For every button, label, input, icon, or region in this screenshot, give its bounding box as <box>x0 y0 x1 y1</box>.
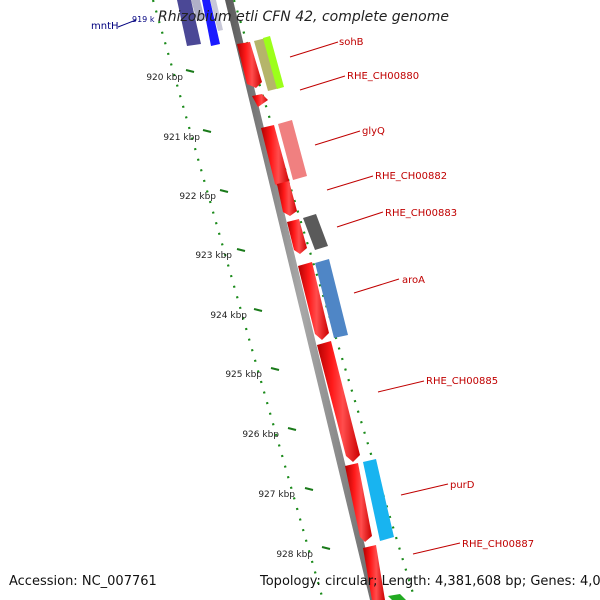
ruler-label-partial: 919 k <box>132 15 155 24</box>
genes-value: 4,094 <box>579 574 600 589</box>
cds-feature <box>237 42 262 88</box>
gene-label-mntH: mntH <box>91 21 119 32</box>
ruler-ticks <box>185 69 331 550</box>
accession-info: Accession: NC_007761 <box>9 574 157 589</box>
gene-label-RHE_CH00887: RHE_CH00887 <box>462 539 534 550</box>
gene-label-RHE_CH00885: RHE_CH00885 <box>426 376 498 387</box>
ruler-label: 927 kbp <box>258 490 295 500</box>
gene-label-RHE_CH00882: RHE_CH00882 <box>375 171 447 182</box>
length-value: 4,381,608 bp <box>435 574 522 589</box>
ruler-label: 926 kbp <box>242 430 279 440</box>
leader-line <box>289 41 339 58</box>
ruler-label: 923 kbp <box>195 251 232 261</box>
cog-block-light2 <box>210 0 223 31</box>
cog-block-navy <box>177 0 201 46</box>
ruler-label: 920 kbp <box>146 73 183 83</box>
leader-line <box>299 75 346 91</box>
leader-line <box>117 19 137 28</box>
cog-block-blue <box>202 0 220 46</box>
cds-feature <box>317 341 360 462</box>
cog-block-steel <box>315 259 348 338</box>
genome-summary: Topology: circular; Length: 4,381,608 bp… <box>260 574 600 589</box>
gene-label-RHE_CH00883: RHE_CH00883 <box>385 208 457 219</box>
cog-block-pink <box>278 120 307 180</box>
cog-block-gray <box>303 214 328 250</box>
leader-line <box>412 542 461 555</box>
ruler-label: 924 kbp <box>210 311 247 321</box>
cog-block-light <box>191 0 205 21</box>
cog-block-lime <box>263 36 284 89</box>
ruler-label: 925 kbp <box>225 370 262 380</box>
cog-block-cyan <box>363 459 394 541</box>
leader-line <box>377 380 425 393</box>
genome-backbone <box>225 0 378 600</box>
gene-label-sohB: sohB <box>339 37 364 48</box>
accession-label: Accession: <box>9 574 78 589</box>
cds-feature <box>298 262 329 340</box>
cds-feature <box>261 125 290 190</box>
topology-label: Topology: <box>260 574 321 589</box>
gene-label-RHE_CH00880: RHE_CH00880 <box>347 71 419 82</box>
leader-line <box>400 483 449 496</box>
gene-label-aroA: aroA <box>402 275 425 286</box>
ruler-label: 922 kbp <box>179 192 216 202</box>
cds-feature <box>277 181 297 216</box>
topology-value: circular <box>324 574 374 589</box>
cog-block-green <box>388 594 406 600</box>
ruler-label: 928 kbp <box>276 550 313 560</box>
length-label: Length: <box>381 574 431 589</box>
cds-track <box>237 42 385 600</box>
leader-line <box>353 278 400 294</box>
leader-line <box>314 130 361 146</box>
cds-feature <box>363 545 385 600</box>
gene-label-glyQ: glyQ <box>362 126 385 137</box>
cds-feature <box>252 94 268 107</box>
leader-line <box>336 211 384 228</box>
map-title: Rhizobium etli CFN 42, complete genome <box>158 9 449 25</box>
ruler-label: 921 kbp <box>163 133 200 143</box>
cds-feature <box>345 463 372 542</box>
cog-block-olive <box>254 38 280 91</box>
gene-label-purD: purD <box>450 480 475 491</box>
leader-line <box>326 175 374 191</box>
genes-label: Genes: <box>530 574 576 589</box>
cds-feature <box>287 219 307 254</box>
accession-value: NC_007761 <box>81 574 157 589</box>
